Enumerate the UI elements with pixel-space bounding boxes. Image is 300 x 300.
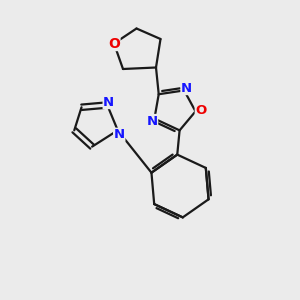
Text: N: N — [114, 128, 125, 141]
Text: N: N — [146, 115, 158, 128]
Text: O: O — [195, 104, 206, 117]
Text: O: O — [108, 37, 120, 50]
Text: N: N — [181, 82, 192, 94]
Text: N: N — [103, 95, 114, 109]
